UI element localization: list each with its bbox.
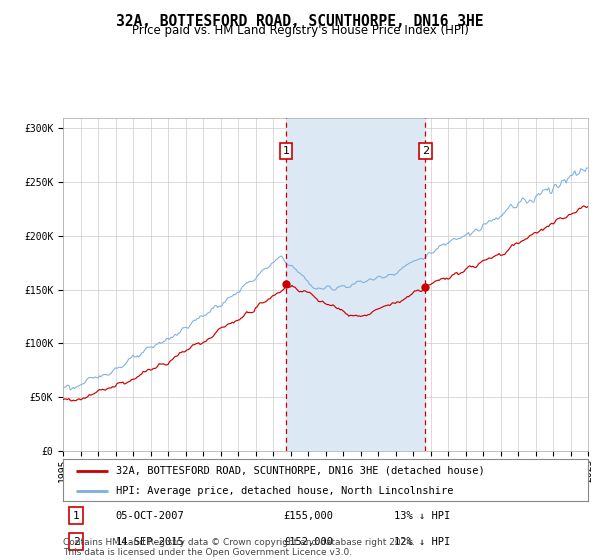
Text: 32A, BOTTESFORD ROAD, SCUNTHORPE, DN16 3HE (detached house): 32A, BOTTESFORD ROAD, SCUNTHORPE, DN16 3… xyxy=(115,466,484,476)
Text: 2: 2 xyxy=(73,536,79,547)
Text: 14-SEP-2015: 14-SEP-2015 xyxy=(115,536,184,547)
Text: 05-OCT-2007: 05-OCT-2007 xyxy=(115,511,184,521)
Text: 32A, BOTTESFORD ROAD, SCUNTHORPE, DN16 3HE: 32A, BOTTESFORD ROAD, SCUNTHORPE, DN16 3… xyxy=(116,14,484,29)
Text: 2: 2 xyxy=(422,146,429,156)
Text: £152,000: £152,000 xyxy=(284,536,334,547)
Text: HPI: Average price, detached house, North Lincolnshire: HPI: Average price, detached house, Nort… xyxy=(115,486,453,496)
Text: Price paid vs. HM Land Registry's House Price Index (HPI): Price paid vs. HM Land Registry's House … xyxy=(131,24,469,37)
Text: Contains HM Land Registry data © Crown copyright and database right 2024.
This d: Contains HM Land Registry data © Crown c… xyxy=(63,538,415,557)
Text: 1: 1 xyxy=(73,511,79,521)
Text: 12% ↓ HPI: 12% ↓ HPI xyxy=(394,536,450,547)
Text: 13% ↓ HPI: 13% ↓ HPI xyxy=(394,511,450,521)
Text: £155,000: £155,000 xyxy=(284,511,334,521)
Bar xyxy=(286,118,425,451)
Text: 1: 1 xyxy=(283,146,290,156)
